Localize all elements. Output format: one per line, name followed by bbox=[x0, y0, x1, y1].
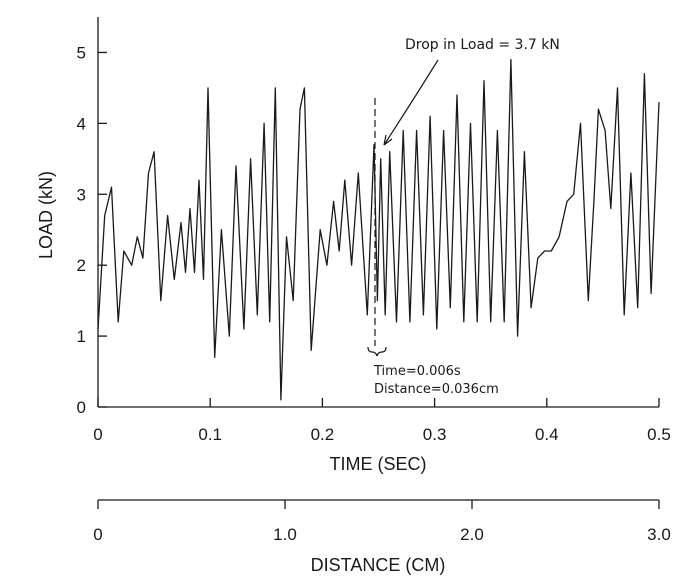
y-axis-ticks: 0 1 2 3 4 5 bbox=[77, 43, 107, 417]
y-tick-label: 1 bbox=[77, 327, 86, 346]
x-tick-label: 0.2 bbox=[311, 425, 335, 444]
distance-axis-title: DISTANCE (CM) bbox=[311, 555, 446, 575]
drop-annotation: Drop in Load = 3.7 kN bbox=[405, 37, 560, 53]
load-series-line bbox=[97, 58, 660, 401]
distance-axis-ticks: 0 1.0 2.0 3.0 bbox=[93, 500, 671, 544]
distance-tick-label: 2.0 bbox=[460, 525, 484, 544]
distance-tick-label: 3.0 bbox=[647, 525, 671, 544]
x-tick-label: 0.4 bbox=[535, 425, 559, 444]
distance-annotation: Distance=0.036cm bbox=[374, 382, 499, 397]
y-tick-label: 2 bbox=[77, 256, 86, 275]
y-tick-label: 3 bbox=[77, 185, 86, 204]
y-tick-label: 4 bbox=[77, 114, 86, 133]
y-axis-title: LOAD (kN) bbox=[36, 171, 56, 259]
distance-tick-label: 1.0 bbox=[273, 525, 297, 544]
drop-arrowhead bbox=[383, 134, 393, 146]
y-tick-label: 0 bbox=[77, 398, 86, 417]
x-tick-label: 0 bbox=[93, 425, 102, 444]
distance-tick-label: 0 bbox=[93, 525, 102, 544]
time-annotation: Time=0.006s bbox=[373, 364, 461, 379]
x-tick-label: 0.1 bbox=[198, 425, 222, 444]
x-axis-title: TIME (SEC) bbox=[330, 454, 427, 474]
x-tick-label: 0.5 bbox=[647, 425, 671, 444]
x-axis-ticks: 0 0.1 0.2 0.3 0.4 0.5 bbox=[93, 398, 671, 444]
time-brace bbox=[367, 346, 387, 357]
x-tick-label: 0.3 bbox=[423, 425, 447, 444]
drop-arrow bbox=[383, 59, 439, 146]
y-tick-label: 5 bbox=[77, 43, 86, 62]
